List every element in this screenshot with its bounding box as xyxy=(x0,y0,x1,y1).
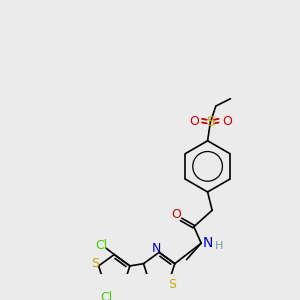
Text: N: N xyxy=(202,236,213,250)
Text: S: S xyxy=(169,278,176,291)
Text: O: O xyxy=(222,115,232,128)
Text: S: S xyxy=(206,116,215,130)
Text: S: S xyxy=(91,257,99,270)
Text: H: H xyxy=(215,241,224,251)
Text: O: O xyxy=(172,208,182,221)
Text: Cl: Cl xyxy=(100,291,112,300)
Text: O: O xyxy=(189,115,199,128)
Text: Cl: Cl xyxy=(95,239,108,252)
Text: N: N xyxy=(152,242,161,255)
